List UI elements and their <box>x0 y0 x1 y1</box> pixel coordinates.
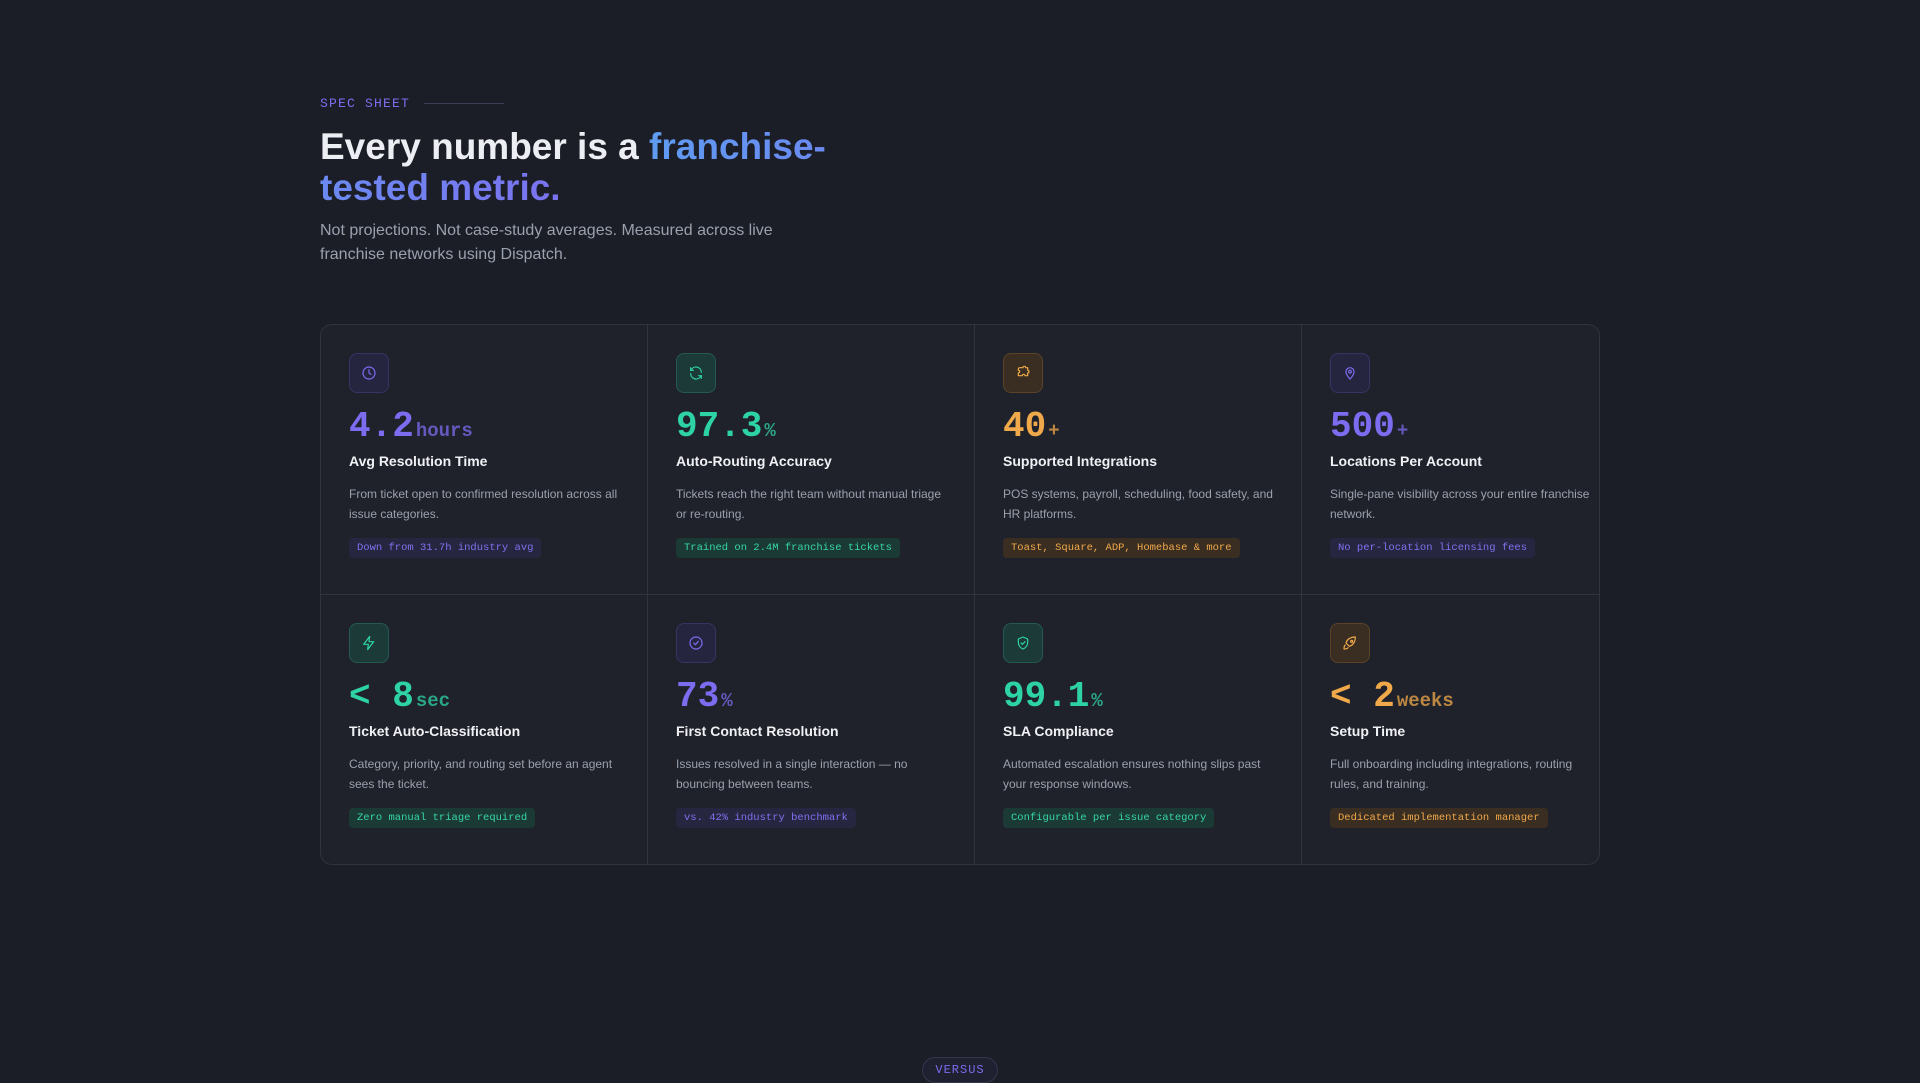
card-description: POS systems, payroll, scheduling, food s… <box>1003 487 1273 521</box>
metric-card-first-contact-resolution: 73% First Contact Resolution Issues reso… <box>648 594 975 864</box>
metric-card-supported-integrations: 40 + Supported Integrations POS systems, … <box>975 325 1302 595</box>
card-description: Automated escalation ensures nothing sli… <box>1003 756 1261 791</box>
versus-badge: VERSUS <box>922 1057 998 1083</box>
card-title: Setup Time <box>1330 722 1406 739</box>
metric-unit: sec <box>415 689 451 712</box>
headline-lead: Every number is a <box>320 126 650 167</box>
metric-unit: % <box>1091 689 1103 712</box>
headline-accent: franchise-tested metric. <box>320 126 826 208</box>
card-title: Ticket Auto-Classification <box>349 722 521 739</box>
lightning-icon <box>349 622 389 663</box>
metric-value: 99.1% <box>1003 675 1273 717</box>
shield-check-icon <box>1003 622 1043 663</box>
metric-value: 4.2 hours <box>349 407 619 447</box>
card-description: From ticket open to confirmed resolution… <box>349 487 618 521</box>
card-chip: Trained on 2.4M franchise tickets <box>676 538 900 558</box>
card-title: Auto-Routing Accuracy <box>676 453 832 469</box>
card-title: Supported Integrations <box>1003 453 1157 469</box>
card-description: Full onboarding including integrations, … <box>1330 756 1573 791</box>
metric-value: 97.3% <box>676 407 946 447</box>
metric-value: < 8 sec <box>349 675 619 717</box>
card-chip: Configurable per issue category <box>1003 807 1215 828</box>
metric-number: 4.2 <box>349 406 414 447</box>
metric-unit: + <box>1396 420 1409 442</box>
metric-number: 500 <box>1330 406 1395 447</box>
metrics-grid: 4.2 hours Avg Resolution Time From ticket… <box>320 324 1600 865</box>
metric-unit: % <box>764 420 776 442</box>
metric-unit: % <box>721 689 733 712</box>
card-chip: Zero manual triage required <box>349 807 536 828</box>
metric-number: 40 <box>1003 406 1047 447</box>
eyebrow: SPEC SHEET <box>320 96 505 111</box>
metric-number: 99.1 <box>1003 675 1090 717</box>
check-circle-icon <box>676 622 716 663</box>
metric-card-setup-time: < 2 weeks Setup Time Full onboarding incl… <box>1302 594 1599 864</box>
metric-card-ticket-auto-classification: < 8 sec Ticket Auto-Classification Catego… <box>321 594 648 864</box>
card-title: Avg Resolution Time <box>349 453 488 469</box>
metric-value: 500 + <box>1330 406 1599 447</box>
card-chip: vs. 42% industry benchmark <box>676 807 856 828</box>
rocket-icon <box>1330 622 1370 663</box>
refresh-icon <box>676 353 716 393</box>
metric-card-auto-routing-accuracy: 97.3% Auto-Routing Accuracy Tickets reac… <box>648 325 975 595</box>
metric-card-sla-compliance: 99.1% SLA Compliance Automated escalatio… <box>975 594 1302 864</box>
metric-value: < 2 weeks <box>1330 675 1599 717</box>
card-description: Single-pane visibility across your entir… <box>1330 487 1590 521</box>
metric-unit: hours <box>415 420 473 442</box>
page-title: Every number is a franchise-tested metri… <box>320 126 880 208</box>
puzzle-icon <box>1003 353 1043 393</box>
clock-icon <box>349 353 389 393</box>
card-chip: Toast, Square, ADP, Homebase & more <box>1003 538 1240 558</box>
card-chip: Dedicated implementation manager <box>1330 807 1548 828</box>
metric-card-avg-resolution-time: 4.2 hours Avg Resolution Time From ticket… <box>321 325 648 595</box>
metric-number: < 2 <box>1330 675 1395 717</box>
metric-number: 97.3 <box>676 406 763 447</box>
card-description: Tickets reach the right team without man… <box>676 487 942 521</box>
card-title: Locations Per Account <box>1330 453 1482 469</box>
map-pin-icon <box>1330 353 1370 393</box>
card-chip: No per-location licensing fees <box>1330 538 1536 558</box>
metric-value: 73% <box>676 675 946 717</box>
card-title: SLA Compliance <box>1003 722 1114 739</box>
eyebrow-label: SPEC SHEET <box>320 96 411 111</box>
card-description: Issues resolved in a single interaction … <box>676 756 908 791</box>
subhead: Not projections. Not case-study averages… <box>320 222 773 263</box>
card-description: Category, priority, and routing set befo… <box>349 756 613 791</box>
metric-number: 73 <box>676 675 720 717</box>
card-chip: Down from 31.7h industry avg <box>349 538 542 558</box>
eyebrow-rule <box>424 103 505 104</box>
card-title: First Contact Resolution <box>676 722 839 739</box>
metric-value: 40 + <box>1003 407 1273 447</box>
metric-unit: + <box>1048 420 1060 442</box>
metric-unit: weeks <box>1396 689 1454 712</box>
metric-number: < 8 <box>349 675 414 717</box>
metric-card-locations-per-account: 500 + Locations Per Account Single-pane v… <box>1302 325 1599 595</box>
